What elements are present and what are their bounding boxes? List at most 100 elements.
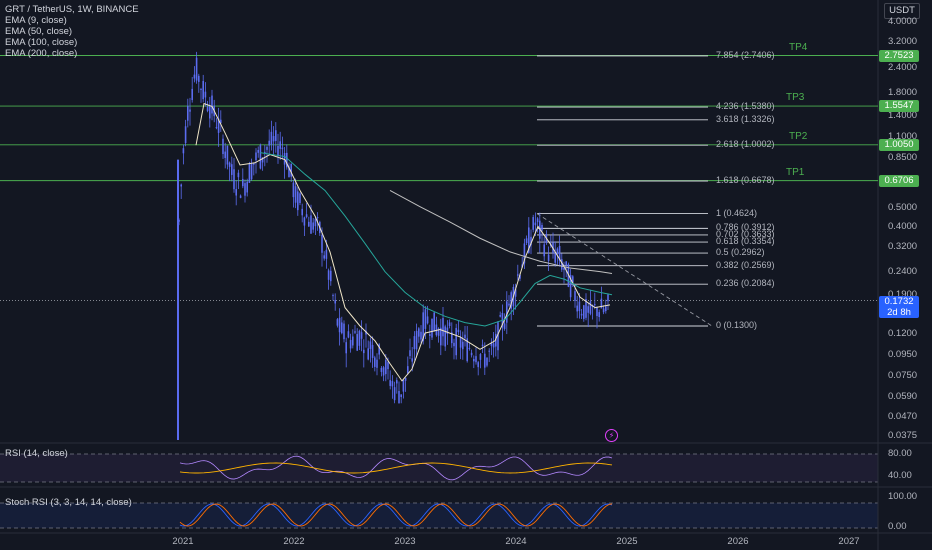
candle-body — [336, 319, 339, 326]
candle-body — [398, 391, 400, 404]
candle-body — [440, 327, 442, 346]
lightning-icon[interactable]: ⚡ — [605, 429, 618, 442]
target-label: TP2 — [789, 130, 808, 142]
candle-body — [178, 219, 180, 222]
candle-body — [497, 322, 499, 351]
candle-body — [517, 274, 519, 276]
candle-body — [253, 163, 255, 165]
candle-body — [327, 270, 330, 280]
price-tick: 0.4000 — [888, 221, 918, 232]
ema-200-line — [389, 190, 613, 275]
candle-body — [244, 183, 246, 196]
candle-body — [484, 353, 486, 368]
candle-body — [429, 334, 431, 336]
candle-body — [444, 326, 446, 347]
candle-body — [200, 88, 202, 90]
time-tick: 2023 — [394, 536, 416, 547]
time-tick: 2024 — [505, 536, 527, 547]
candle-body — [358, 330, 361, 346]
candle-body — [250, 163, 253, 180]
stoch-tick-0: 0.00 — [888, 521, 907, 532]
candle-body — [316, 217, 319, 219]
candle-body — [246, 181, 248, 193]
candle-body — [297, 191, 299, 211]
currency-button[interactable]: USDT — [884, 3, 920, 19]
candle-body — [363, 349, 365, 354]
target-price-tag: 1.5547 — [879, 100, 919, 113]
rsi-label[interactable]: RSI (14, close) — [5, 448, 68, 459]
indicator-ema50[interactable]: EMA (50, close) — [5, 26, 73, 37]
candle-body — [360, 332, 363, 339]
price-tick: 4.0000 — [888, 16, 918, 27]
target-label: TP4 — [789, 41, 808, 53]
candle-body — [323, 255, 325, 259]
candle-body — [508, 303, 510, 306]
candle-body — [563, 267, 565, 270]
candle-body — [525, 238, 528, 244]
candle-body — [486, 357, 488, 366]
candle-body — [499, 315, 501, 317]
candle-body — [334, 300, 336, 304]
ema-50-line — [259, 152, 613, 327]
symbol-title[interactable]: GRT / TetherUS, 1W, BINANCE — [5, 4, 139, 15]
candle-body — [475, 356, 477, 363]
candle-body — [231, 164, 233, 175]
candle-body — [259, 144, 262, 169]
candle-body — [473, 359, 475, 362]
indicator-ema100[interactable]: EMA (100, close) — [5, 37, 78, 48]
candle-body — [561, 259, 563, 270]
candle-body — [572, 276, 574, 283]
candle-body — [356, 334, 358, 351]
indicator-ema200[interactable]: EMA (200, close) — [5, 48, 78, 59]
target-price-tag: 2.7523 — [879, 49, 919, 62]
candle-body — [261, 157, 264, 163]
candle-body — [523, 243, 526, 264]
candle-body — [180, 184, 182, 187]
candle-body — [369, 341, 372, 349]
candle-body — [310, 215, 312, 234]
candle-body — [457, 329, 460, 333]
fib-level-label: 4.236 (1.5380) — [716, 101, 775, 112]
candle-body — [242, 178, 244, 187]
stoch-tick-100: 100.00 — [888, 491, 918, 502]
candle-body — [193, 74, 196, 79]
candle-body — [376, 359, 378, 368]
price-tick: 0.8500 — [888, 152, 918, 163]
indicator-ema9[interactable]: EMA (9, close) — [5, 15, 67, 26]
candle-body — [422, 312, 424, 342]
candle-body — [228, 162, 231, 167]
current-price-tag: 0.1732 2d 8h — [879, 296, 919, 318]
candle-body — [312, 222, 314, 230]
candle-body — [308, 221, 310, 227]
time-tick: 2026 — [727, 536, 749, 547]
rsi-tick-80: 80.00 — [888, 448, 912, 459]
candle-body — [558, 245, 561, 261]
candle-body — [547, 254, 550, 261]
candle-body — [479, 354, 482, 360]
candle-body — [226, 145, 229, 165]
candle-body — [305, 214, 308, 218]
candle-body — [338, 317, 341, 333]
candle-body — [198, 75, 200, 82]
candle-body — [202, 80, 204, 100]
candle-body — [354, 331, 356, 333]
candle-body — [477, 362, 479, 368]
candle-body — [387, 362, 389, 370]
target-label: TP1 — [786, 166, 805, 178]
candle-body — [301, 208, 303, 216]
candle-body — [206, 106, 209, 112]
candle-body — [481, 344, 484, 347]
price-tick: 1.4000 — [888, 110, 918, 121]
stoch-k-line — [179, 503, 613, 527]
candle-body — [294, 186, 297, 203]
stoch-rsi-label[interactable]: Stoch RSI (3, 3, 14, 14, close) — [5, 497, 132, 508]
candle-body — [204, 91, 207, 98]
candle-body — [536, 218, 539, 223]
price-tick: 0.0470 — [888, 411, 918, 422]
fib-level-label: 0 (0.1300) — [716, 320, 758, 330]
candle-body — [347, 331, 350, 338]
candle-body — [396, 380, 398, 384]
candle-body — [402, 380, 405, 392]
